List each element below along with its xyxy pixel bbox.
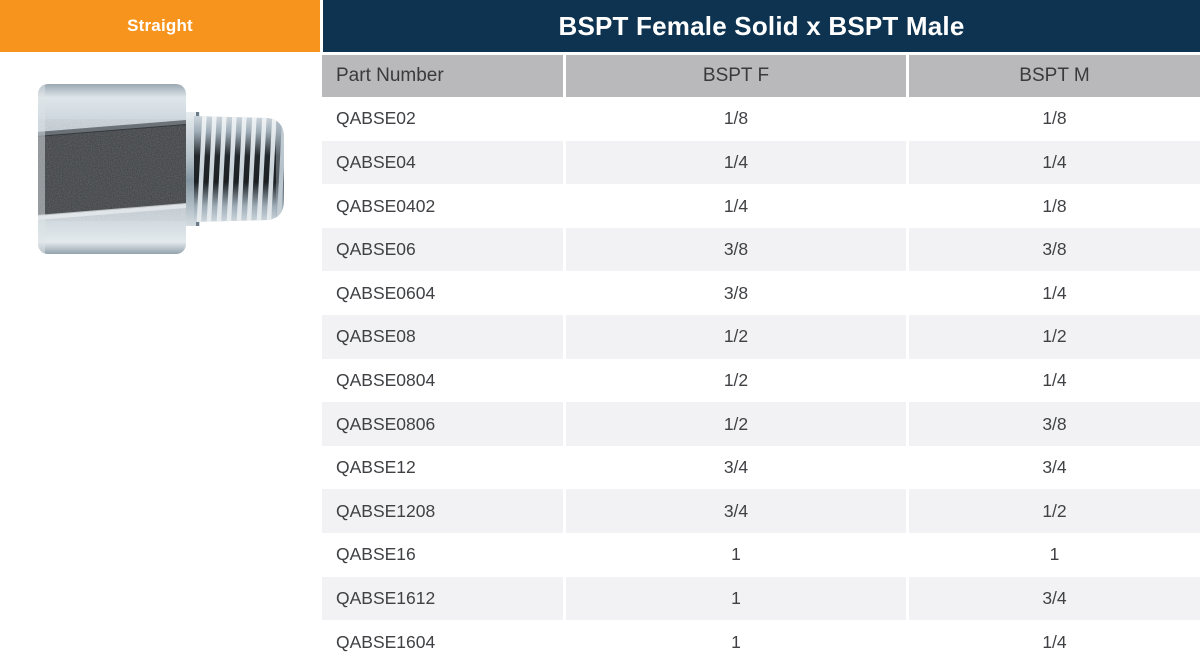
bspt-m-cell: 1 <box>906 533 1200 577</box>
table-row: QABSE06 3/8 3/8 <box>322 227 1200 272</box>
part-number-cell: QABSE0402 <box>336 195 436 216</box>
part-number-cell: QABSE06 <box>336 239 416 260</box>
bspt-f-cell: 3/8 <box>563 227 906 272</box>
bspt-m-cell: 1/4 <box>906 358 1200 403</box>
bspt-m-cell: 1/4 <box>906 140 1200 185</box>
bspt-f-cell: 1 <box>563 620 906 664</box>
bspt-f-cell: 1/4 <box>563 140 906 185</box>
table-title: BSPT Female Solid x BSPT Male <box>558 10 965 41</box>
part-number-cell: QABSE1208 <box>336 500 436 521</box>
bspt-f-cell: 1 <box>563 533 906 577</box>
bspt-f-cell: 3/8 <box>563 271 906 316</box>
table-row: QABSE0604 3/8 1/4 <box>322 271 1200 316</box>
bspt-m-cell: 3/8 <box>906 227 1200 272</box>
part-number-cell: QABSE1604 <box>336 631 436 652</box>
bspt-m-cell: 1/8 <box>906 184 1200 228</box>
table-row: QABSE1604 1 1/4 <box>322 620 1200 664</box>
bspt-f-cell: 1/2 <box>563 315 906 359</box>
bspt-m-cell: 3/4 <box>906 576 1200 621</box>
bspt-f-cell: 1/2 <box>563 358 906 403</box>
hex-body <box>38 84 186 254</box>
part-number-cell: QABSE0806 <box>336 413 436 434</box>
table-row: QABSE04 1/4 1/4 <box>322 140 1200 185</box>
table-row: QABSE08 1/2 1/2 <box>322 315 1200 359</box>
bspt-m-cell: 1/8 <box>906 97 1200 141</box>
bspt-m-cell: 1/4 <box>906 620 1200 664</box>
table-row: QABSE1612 1 3/4 <box>322 576 1200 621</box>
column-header-bspt-f: BSPT F <box>563 55 906 97</box>
table-row: QABSE16 1 1 <box>322 533 1200 577</box>
parts-table-body: QABSE02 1/8 1/8 QABSE04 1/4 1/4 QABSE040… <box>322 97 1200 664</box>
bspt-f-cell: 1/8 <box>563 97 906 141</box>
column-header-bspt-m: BSPT M <box>906 55 1200 97</box>
bspt-m-cell: 3/4 <box>906 445 1200 490</box>
part-number-cell: QABSE02 <box>336 108 416 129</box>
column-header-part-number: Part Number <box>336 65 444 86</box>
table-row: QABSE0402 1/4 1/8 <box>322 184 1200 228</box>
part-number-cell: QABSE0604 <box>336 282 436 303</box>
table-row: QABSE02 1/8 1/8 <box>322 97 1200 141</box>
category-tab: Straight <box>0 0 320 52</box>
male-thread-section <box>194 116 284 222</box>
table-row: QABSE12 3/4 3/4 <box>322 445 1200 490</box>
table-header-row: Part Number BSPT F BSPT M <box>322 55 1200 97</box>
bspt-m-cell: 1/2 <box>906 489 1200 534</box>
bspt-f-cell: 1/4 <box>563 184 906 228</box>
bspt-m-cell: 1/4 <box>906 271 1200 316</box>
part-number-cell: QABSE08 <box>336 326 416 347</box>
table-row: QABSE0806 1/2 3/8 <box>322 402 1200 446</box>
bspt-m-cell: 1/2 <box>906 315 1200 359</box>
table-row: QABSE1208 3/4 1/2 <box>322 489 1200 534</box>
bspt-f-cell: 3/4 <box>563 489 906 534</box>
bspt-m-cell: 3/8 <box>906 402 1200 446</box>
parts-spec-table: Part Number BSPT F BSPT M QABSE02 1/8 1/… <box>322 55 1200 664</box>
category-tab-label: Straight <box>127 16 193 35</box>
bspt-f-cell: 1 <box>563 576 906 621</box>
table-title-band: BSPT Female Solid x BSPT Male <box>323 0 1200 52</box>
bspt-f-cell: 3/4 <box>563 445 906 490</box>
part-number-cell: QABSE1612 <box>336 588 436 608</box>
bspt-f-cell: 1/2 <box>563 402 906 446</box>
straight-adaptor-fitting-image <box>38 84 284 254</box>
part-number-cell: QABSE04 <box>336 151 416 172</box>
part-number-cell: QABSE12 <box>336 457 416 478</box>
table-row: QABSE0804 1/2 1/4 <box>322 358 1200 403</box>
part-number-cell: QABSE0804 <box>336 369 436 390</box>
part-number-cell: QABSE16 <box>336 544 416 565</box>
